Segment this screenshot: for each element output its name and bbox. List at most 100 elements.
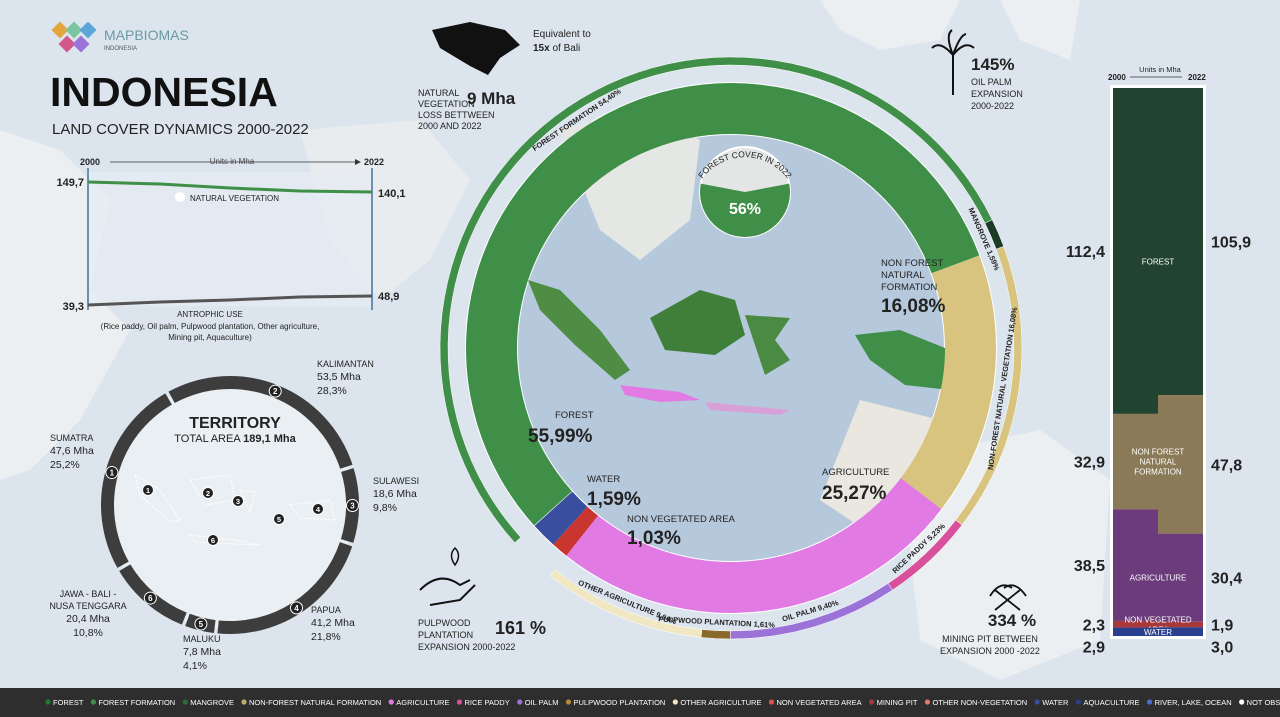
region-area: 53,5 Mha	[317, 371, 361, 383]
pie-slice	[700, 183, 790, 237]
anthropic-label: ANTROPHIC USE	[177, 310, 243, 319]
legend-label: MANGROVE	[190, 698, 234, 707]
legend-swatch	[672, 699, 678, 705]
region-area: 7,8 Mha	[183, 646, 221, 658]
bali-label: 2000 AND 2022	[418, 121, 482, 131]
category-value: 25,27%	[822, 483, 887, 504]
region-badge-number: 2	[273, 387, 278, 396]
bali-intro: Equivalent to	[533, 29, 591, 40]
category-value: 16,08%	[881, 296, 946, 317]
region-badge	[290, 601, 304, 615]
territory-segment	[168, 376, 353, 469]
anthropic-note: (Rice paddy, Oil palm, Pulpwood plantati…	[101, 322, 320, 331]
category-label: AGRICULTURE	[822, 467, 889, 478]
bar-segment-2022	[1158, 395, 1203, 534]
legend-label: PULPWOOD PLANTATION	[574, 698, 666, 707]
legend-swatch	[1239, 699, 1245, 705]
region-share: 4,1%	[183, 660, 207, 672]
mining-label: EXPANSION 2000 -2022	[940, 646, 1040, 656]
trend-start: 2000	[80, 157, 100, 167]
bar-category: NON FOREST	[1132, 448, 1185, 457]
bar-segment-2022	[1158, 621, 1203, 628]
legend-label: AGRICULTURE	[396, 698, 449, 707]
legend-swatch	[241, 699, 247, 705]
island	[650, 290, 745, 355]
land	[1000, 0, 1080, 60]
bar-value: 32,9	[1074, 455, 1105, 472]
legend-swatch	[869, 699, 875, 705]
island	[620, 385, 700, 402]
bar-category: NATURAL	[1140, 458, 1177, 467]
pie-value: 56%	[729, 201, 761, 218]
pulpwood-label: PULPWOOD	[418, 618, 471, 628]
region-area: 47,6 Mha	[50, 445, 94, 457]
legend-swatch	[768, 699, 775, 705]
region-badge	[194, 617, 208, 631]
legend-label: WATER	[1042, 698, 1069, 707]
logo	[51, 21, 97, 53]
region-name: JAWA - BALI -	[60, 589, 117, 599]
legend-swatch	[456, 699, 463, 705]
pulpwood-value: 161 %	[495, 618, 546, 638]
legend-bar	[0, 688, 1280, 717]
mining-label: MINING PIT BETWEEN	[942, 634, 1038, 644]
region-name: MALUKU	[183, 634, 221, 644]
pulpwood-label: EXPANSION 2000-2022	[418, 642, 515, 652]
palm-leaves	[931, 29, 975, 56]
land	[820, 0, 960, 50]
bar-segment-2022	[1158, 533, 1203, 622]
outer-ring-segment	[700, 629, 731, 640]
region-badge	[143, 591, 157, 605]
island	[745, 315, 790, 375]
bar-segment-2000	[1113, 88, 1158, 414]
island	[528, 280, 630, 380]
map-badge	[232, 495, 244, 507]
total-label: TOTAL AREA	[174, 433, 241, 445]
bar-segment-2000	[1113, 413, 1158, 510]
outer-ring-segment	[549, 569, 703, 638]
bali-factor: 15x	[533, 43, 550, 54]
island	[855, 330, 950, 390]
anthropic-line	[87, 294, 373, 307]
map-badge	[142, 484, 154, 496]
region-badge	[268, 384, 282, 398]
region-badge-number: 4	[294, 604, 299, 613]
inner-ring-segment	[553, 506, 599, 556]
map-badge-number: 3	[236, 497, 240, 506]
region-name: SUMATRA	[50, 433, 93, 443]
mining-value: 334 %	[988, 611, 1036, 630]
map-badge	[312, 503, 324, 515]
bar-segment-2022	[1158, 88, 1203, 396]
bar-category: WATER	[1144, 628, 1172, 637]
region-badge	[345, 499, 359, 513]
region-area: 18,6 Mha	[373, 488, 417, 500]
region-share: 25,2%	[50, 459, 80, 471]
legend-label: MINING PIT	[877, 698, 918, 707]
region-name: NUSA TENGGARA	[49, 601, 126, 611]
bar-segment-2000	[1113, 620, 1158, 628]
legend-label: FOREST	[53, 698, 84, 707]
region-badge-number: 5	[199, 620, 204, 629]
bali-value: 9 Mha	[467, 89, 516, 108]
island-outline	[134, 473, 336, 546]
legend-swatch	[45, 699, 51, 705]
region-share: 9,8%	[373, 502, 397, 514]
legend-swatch	[1146, 699, 1153, 705]
pulpwood-label: PLANTATION	[418, 630, 473, 640]
region-name: SULAWESI	[373, 476, 419, 486]
category-label: FORMATION	[881, 282, 937, 293]
logo-text: MAPBIOMAS	[104, 27, 189, 43]
category-label: FOREST	[555, 410, 594, 421]
trend-units: Units in Mha	[210, 157, 255, 166]
logo-tile	[72, 35, 90, 53]
legend-label: NON-FOREST NATURAL FORMATION	[249, 698, 381, 707]
bar-value: 2,9	[1083, 639, 1105, 656]
region-name: KALIMANTAN	[317, 359, 374, 369]
trend-value: 140,1	[378, 188, 406, 200]
region-area: 20,4 Mha	[66, 613, 110, 625]
total-value: 189,1 Mha	[243, 433, 296, 445]
map-badge	[273, 513, 285, 525]
region-share: 28,3%	[317, 385, 347, 397]
logo-tile	[58, 35, 76, 53]
map-badge-number: 4	[316, 505, 321, 514]
